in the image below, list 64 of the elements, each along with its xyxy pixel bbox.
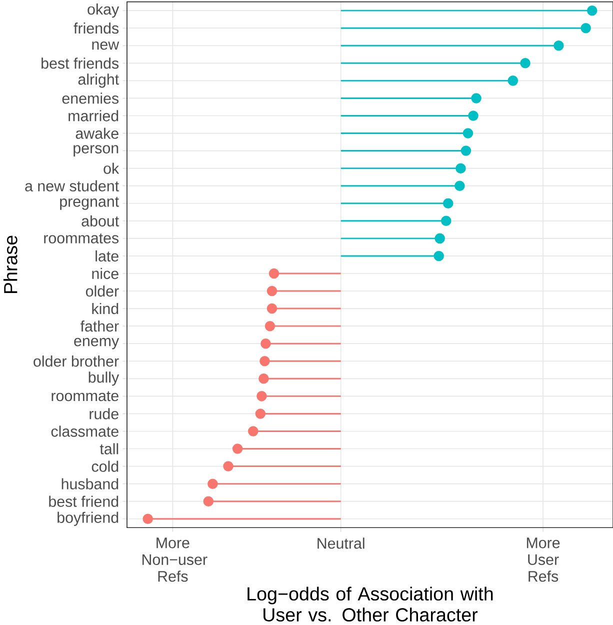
point	[266, 286, 277, 296]
y-tick-label: alright	[78, 74, 119, 88]
y-tick-label: pregnant	[60, 196, 119, 210]
y-tick-label: husband	[62, 478, 118, 490]
y-tick-label: best friend	[48, 496, 118, 507]
point	[258, 374, 269, 384]
point	[266, 303, 277, 314]
point	[203, 496, 214, 506]
y-tick-label: okay	[87, 3, 119, 18]
point	[462, 128, 473, 138]
text: More Non−user Refs	[142, 538, 208, 582]
y-tick-label: father	[80, 320, 119, 332]
y-tick-label: married	[68, 110, 118, 122]
y-tick-label: tall	[100, 443, 118, 454]
x-axis-title: Log−odds of Association with User vs. Other Character	[247, 586, 492, 622]
y-tick-label: bully	[88, 372, 119, 386]
y-tick-label: rude	[90, 408, 118, 420]
point	[207, 478, 218, 489]
point	[440, 216, 452, 226]
point	[442, 198, 454, 209]
y-tick-label: roommates	[44, 233, 118, 244]
y-tick-label: new	[92, 41, 119, 50]
point	[248, 426, 258, 436]
point	[580, 22, 591, 34]
y-tick-label: older brother	[33, 356, 119, 367]
y-tick-label: late	[95, 250, 118, 262]
y-tick-label: enemies	[62, 92, 118, 104]
point	[470, 93, 482, 104]
point	[434, 250, 444, 262]
point	[142, 514, 153, 524]
y-axis-title: Phrase	[3, 236, 18, 294]
text: Neutral	[317, 538, 364, 549]
text: More User Refs	[526, 538, 560, 582]
y-tick-label: about	[82, 215, 119, 226]
y-tick-label: roommate	[52, 391, 118, 402]
y-tick-label: boyfriend	[57, 512, 118, 526]
point	[255, 408, 266, 419]
point	[553, 40, 564, 51]
point	[264, 320, 275, 332]
point	[268, 268, 279, 279]
y-tick-label: a new student	[24, 180, 119, 192]
y-tick-label: classmate	[51, 426, 118, 437]
y-tick-label: person	[73, 145, 118, 156]
point	[454, 180, 465, 191]
point	[520, 58, 530, 68]
y-tick-label: older	[86, 285, 119, 297]
point	[232, 444, 242, 454]
y-tick-label: awake	[76, 128, 118, 139]
point	[434, 233, 445, 244]
point	[259, 356, 270, 366]
y-tick-label: friends	[74, 22, 118, 34]
point	[468, 110, 478, 121]
point	[260, 338, 271, 349]
point	[222, 461, 234, 472]
y-tick-label: cold	[92, 460, 118, 472]
point	[460, 146, 471, 156]
y-tick-label: best friends	[41, 58, 118, 69]
y-tick-label: enemy	[74, 338, 119, 350]
point	[508, 76, 518, 86]
y-tick-label: nice	[92, 268, 118, 280]
y-tick-label: kind	[92, 302, 118, 314]
point	[256, 391, 267, 402]
y-tick-label: ok	[103, 162, 119, 174]
point	[455, 163, 466, 174]
